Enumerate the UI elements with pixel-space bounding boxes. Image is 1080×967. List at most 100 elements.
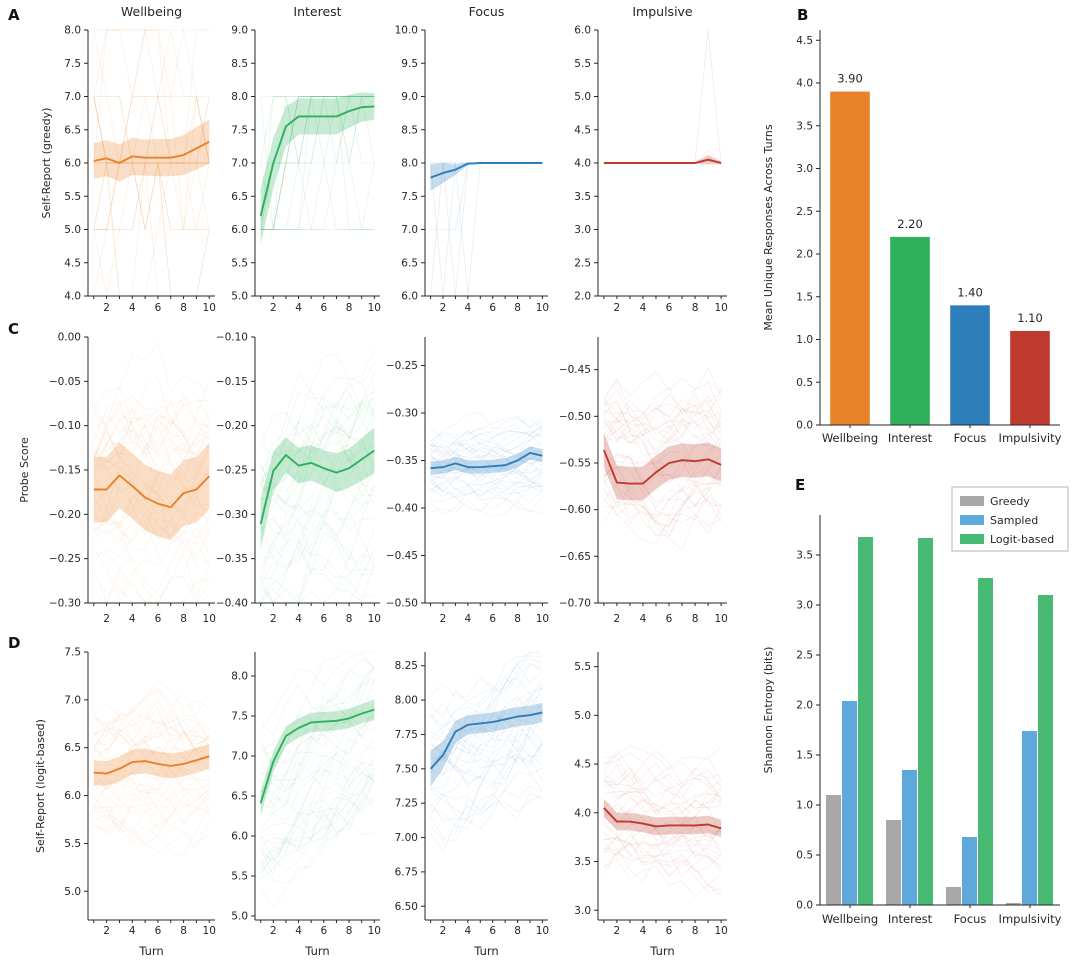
- svg-text:8: 8: [692, 925, 699, 937]
- svg-text:2: 2: [614, 925, 621, 937]
- svg-text:−0.30: −0.30: [49, 598, 81, 610]
- panel-label-d: D: [8, 634, 21, 652]
- svg-text:2: 2: [270, 613, 277, 625]
- svg-text:9.0: 9.0: [401, 91, 418, 103]
- svg-text:−0.50: −0.50: [386, 598, 418, 610]
- svg-text:Turn: Turn: [304, 944, 329, 958]
- svg-text:7.50: 7.50: [395, 763, 418, 775]
- svg-text:3.0: 3.0: [574, 224, 591, 236]
- svg-text:Impulsivity: Impulsivity: [999, 431, 1062, 445]
- svg-text:Turn: Turn: [138, 944, 163, 958]
- svg-text:4: 4: [465, 613, 472, 625]
- svg-text:Turn: Turn: [473, 944, 498, 958]
- svg-text:2: 2: [440, 302, 447, 314]
- svg-text:7.75: 7.75: [395, 729, 418, 741]
- svg-text:2: 2: [103, 302, 110, 314]
- svg-text:4: 4: [640, 613, 647, 625]
- svg-text:8.0: 8.0: [64, 25, 81, 37]
- svg-text:4: 4: [295, 925, 302, 937]
- svg-text:6.50: 6.50: [395, 901, 418, 913]
- panel-label-c: C: [8, 320, 20, 338]
- svg-text:10: 10: [368, 925, 381, 937]
- svg-text:5.0: 5.0: [574, 91, 591, 103]
- svg-text:Impulsivity: Impulsivity: [999, 912, 1062, 926]
- svg-text:2: 2: [103, 925, 110, 937]
- svg-text:10: 10: [203, 613, 216, 625]
- svg-text:6: 6: [666, 613, 673, 625]
- svg-text:0.5: 0.5: [796, 850, 813, 862]
- svg-text:8: 8: [180, 925, 187, 937]
- svg-text:8.0: 8.0: [231, 671, 248, 683]
- svg-text:6: 6: [155, 613, 162, 625]
- svg-text:6: 6: [320, 925, 327, 937]
- svg-text:7.5: 7.5: [64, 58, 81, 70]
- svg-text:6.5: 6.5: [401, 257, 418, 269]
- svg-text:−0.10: −0.10: [49, 420, 81, 432]
- svg-text:10: 10: [203, 925, 216, 937]
- svg-text:2: 2: [614, 613, 621, 625]
- svg-text:Interest: Interest: [888, 431, 933, 445]
- svg-text:Wellbeing: Wellbeing: [822, 431, 878, 445]
- svg-text:4.0: 4.0: [796, 78, 813, 90]
- svg-text:5.0: 5.0: [231, 911, 248, 923]
- svg-text:−0.15: −0.15: [216, 376, 248, 388]
- svg-text:5.5: 5.5: [231, 871, 248, 883]
- svg-text:−0.25: −0.25: [386, 360, 418, 372]
- svg-text:8.00: 8.00: [395, 695, 418, 707]
- svg-text:6.5: 6.5: [64, 742, 81, 754]
- svg-text:10: 10: [203, 302, 216, 314]
- svg-text:4: 4: [129, 613, 136, 625]
- svg-text:3.5: 3.5: [796, 550, 813, 562]
- svg-text:3.5: 3.5: [796, 120, 813, 132]
- svg-text:−0.70: −0.70: [559, 598, 591, 610]
- svg-text:6.0: 6.0: [574, 25, 591, 37]
- svg-text:−0.65: −0.65: [559, 551, 591, 563]
- svg-text:7.5: 7.5: [231, 124, 248, 136]
- svg-text:Impulsive: Impulsive: [632, 4, 693, 19]
- svg-text:4: 4: [129, 925, 136, 937]
- svg-text:−0.40: −0.40: [386, 503, 418, 515]
- svg-text:6: 6: [320, 302, 327, 314]
- svg-text:2: 2: [103, 613, 110, 625]
- svg-text:−0.55: −0.55: [559, 458, 591, 470]
- svg-text:4.0: 4.0: [574, 807, 591, 819]
- svg-text:4.0: 4.0: [574, 158, 591, 170]
- svg-text:8: 8: [180, 613, 187, 625]
- svg-text:2.20: 2.20: [897, 217, 923, 231]
- svg-text:7.0: 7.0: [64, 694, 81, 706]
- svg-text:10: 10: [714, 302, 727, 314]
- svg-text:10: 10: [368, 302, 381, 314]
- panel-label-a: A: [8, 6, 20, 24]
- svg-text:6: 6: [489, 302, 496, 314]
- svg-text:5.0: 5.0: [64, 224, 81, 236]
- svg-text:Shannon Entropy (bits): Shannon Entropy (bits): [762, 647, 775, 774]
- svg-text:−0.45: −0.45: [386, 550, 418, 562]
- svg-text:4: 4: [295, 302, 302, 314]
- svg-text:7.0: 7.0: [231, 751, 248, 763]
- svg-text:8.25: 8.25: [395, 660, 418, 672]
- svg-text:Probe Score: Probe Score: [18, 437, 31, 503]
- svg-text:2.0: 2.0: [796, 700, 813, 712]
- svg-text:6: 6: [666, 925, 673, 937]
- svg-text:5.5: 5.5: [574, 58, 591, 70]
- panel-label-e: E: [795, 476, 806, 494]
- svg-text:Greedy: Greedy: [990, 495, 1030, 508]
- svg-text:6.0: 6.0: [401, 291, 418, 303]
- svg-text:−0.45: −0.45: [559, 364, 591, 376]
- svg-text:−0.20: −0.20: [49, 509, 81, 521]
- svg-text:5.5: 5.5: [64, 191, 81, 203]
- svg-text:−0.10: −0.10: [216, 332, 248, 344]
- svg-text:2.5: 2.5: [796, 206, 813, 218]
- svg-text:6.5: 6.5: [64, 124, 81, 136]
- svg-text:5.0: 5.0: [574, 710, 591, 722]
- svg-text:7.5: 7.5: [401, 191, 418, 203]
- svg-text:6.0: 6.0: [64, 790, 81, 802]
- svg-text:4.5: 4.5: [64, 257, 81, 269]
- svg-text:6.0: 6.0: [231, 831, 248, 843]
- svg-text:2: 2: [440, 925, 447, 937]
- svg-text:7.0: 7.0: [64, 91, 81, 103]
- svg-text:2: 2: [270, 302, 277, 314]
- svg-text:10: 10: [536, 925, 549, 937]
- svg-text:1.0: 1.0: [796, 334, 813, 346]
- svg-text:2: 2: [440, 613, 447, 625]
